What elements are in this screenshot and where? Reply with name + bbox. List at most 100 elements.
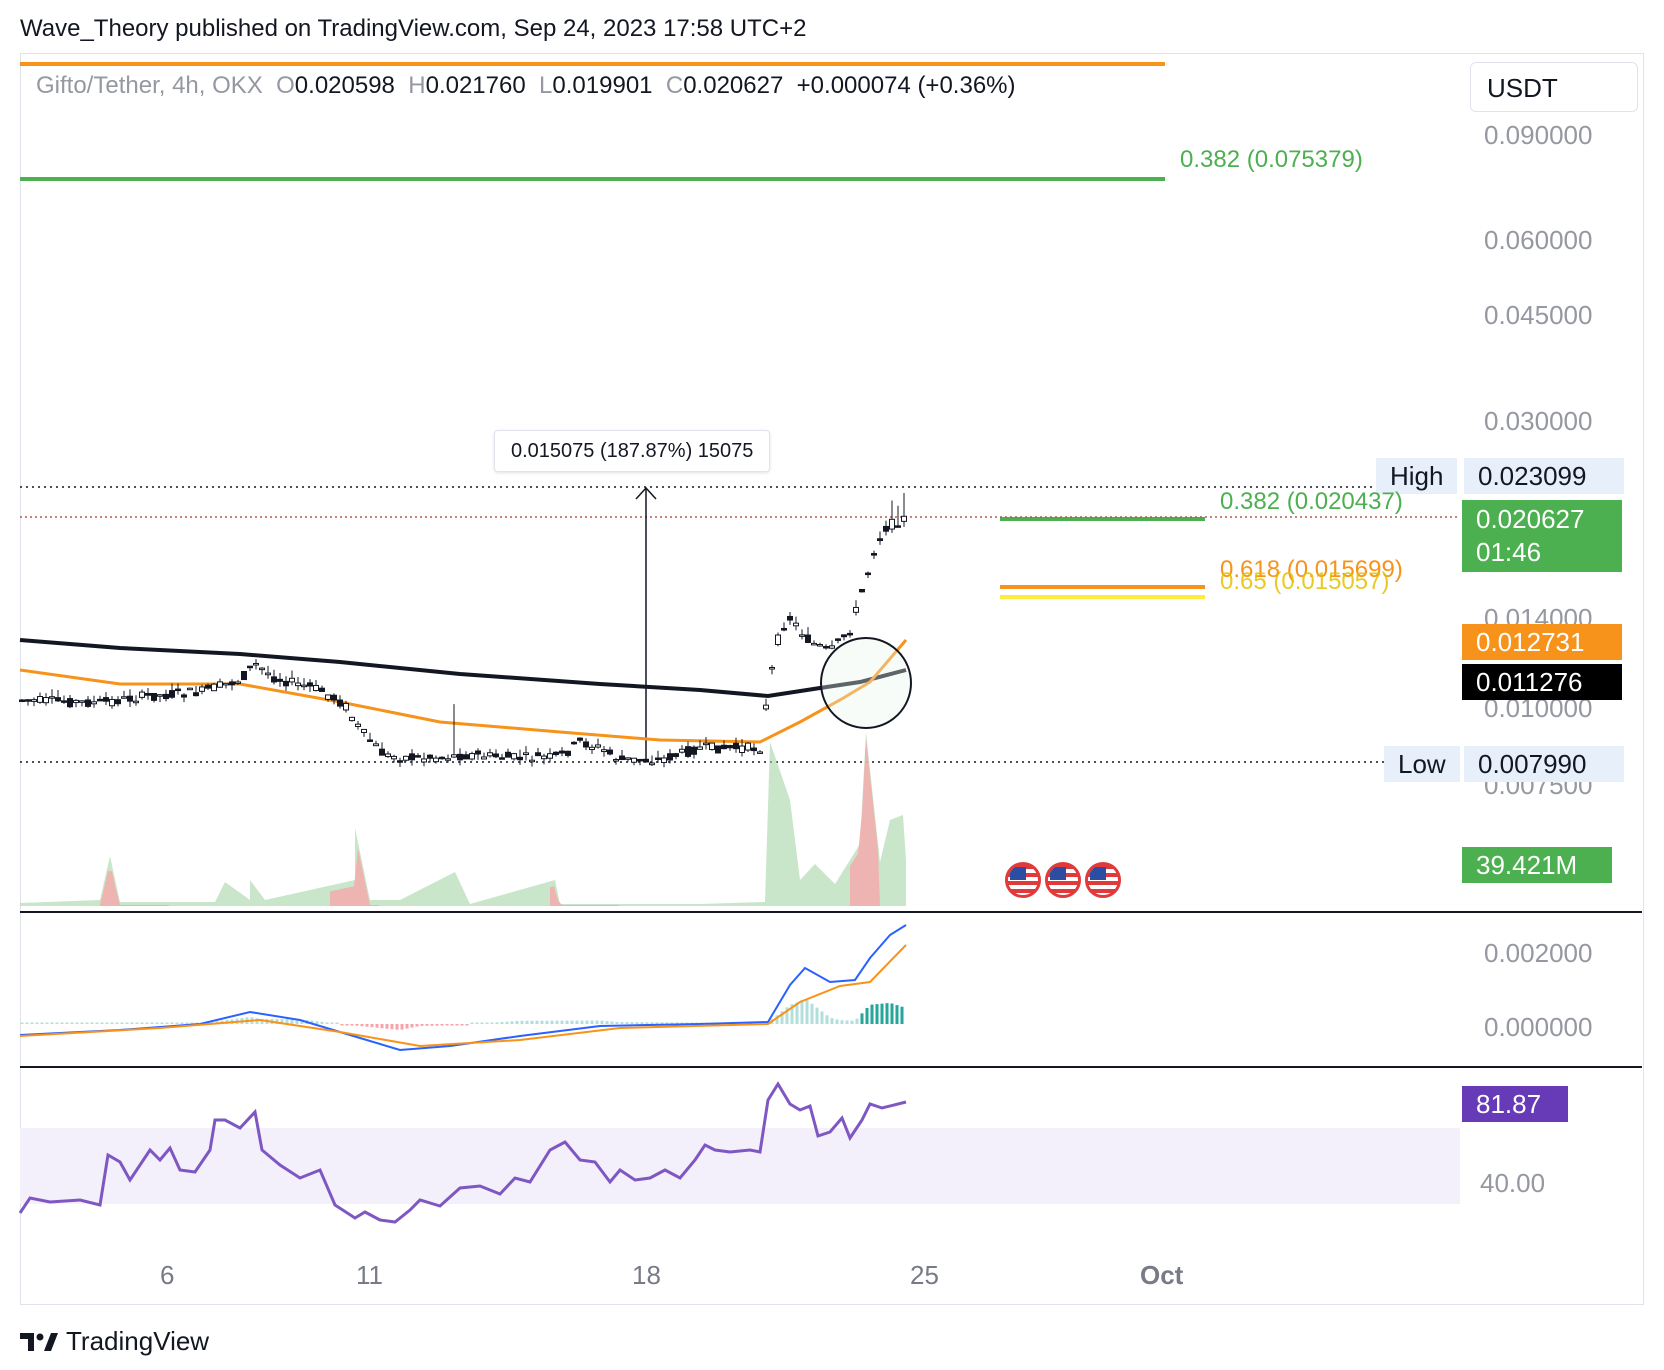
macd-histogram-bar: [180, 1022, 184, 1024]
candle-body: [97, 698, 103, 702]
measure-arrow-head: [635, 486, 657, 500]
macd-histogram-bar: [90, 1022, 94, 1024]
macd-histogram-bar: [780, 1011, 784, 1024]
macd-histogram-bar: [570, 1020, 574, 1024]
currency-selector[interactable]: USDT: [1470, 62, 1638, 112]
rsi-badge: 81.87: [1462, 1086, 1568, 1122]
macd-histogram-bar: [605, 1021, 609, 1024]
macd-histogram-bar: [50, 1022, 54, 1024]
candle-body: [349, 716, 355, 722]
candle-body: [529, 759, 535, 763]
macd-histogram-bar: [865, 1008, 869, 1024]
candle-body: [157, 694, 163, 697]
macd-histogram-bar: [125, 1022, 129, 1024]
candle-body: [355, 723, 361, 728]
candle-body: [475, 750, 481, 755]
candle-body: [835, 638, 841, 641]
candle-body: [121, 696, 127, 699]
candle-body: [217, 681, 223, 688]
us-flag-icon[interactable]: [1005, 862, 1041, 898]
candle-body: [895, 525, 901, 528]
candle-body: [421, 758, 427, 763]
fib-label-top-green: 0.382 (0.075379): [1180, 146, 1363, 173]
macd-histogram-bar: [345, 1024, 349, 1026]
macd-histogram-bar: [585, 1020, 589, 1024]
macd-histogram-bar: [610, 1021, 614, 1024]
macd-histogram-bar: [450, 1024, 454, 1026]
macd-histogram-bar: [655, 1022, 659, 1024]
last-price-badge: 0.020627 01:46: [1462, 500, 1622, 572]
macd-histogram-bar: [830, 1018, 834, 1024]
candle-body: [373, 743, 379, 747]
macd-histogram-bar: [330, 1022, 334, 1024]
candle-body: [31, 699, 37, 702]
macd-histogram-bar: [25, 1022, 29, 1024]
signal-line: [19, 944, 907, 1048]
candle-body: [277, 678, 283, 682]
macd-histogram-bar: [80, 1022, 84, 1024]
candle-body: [859, 588, 865, 593]
price-tick: 0.060000: [1484, 225, 1593, 255]
candle-body: [697, 746, 703, 750]
high-value: 0.021760: [425, 72, 526, 99]
low-value: 0.019901: [552, 72, 653, 99]
candle-body: [643, 758, 649, 763]
candle-body: [841, 634, 847, 638]
candle-body: [85, 699, 91, 707]
high-price-badge: 0.023099: [1464, 458, 1624, 494]
candle-body: [145, 692, 151, 696]
macd-histogram-bar: [285, 1019, 289, 1024]
us-flag-icon[interactable]: [1085, 862, 1121, 898]
candle-body: [811, 642, 817, 646]
candle-body: [361, 728, 367, 733]
macd-histogram-bar: [455, 1024, 459, 1026]
macd-histogram-bar: [325, 1022, 329, 1024]
macd-histogram-bar: [520, 1020, 524, 1024]
countdown-value: 01:46: [1476, 537, 1542, 567]
candle-body: [775, 634, 781, 645]
change-value: +0.000074 (+0.36%): [796, 72, 1016, 99]
candle-body: [337, 699, 343, 707]
rsi-band: [20, 1128, 1460, 1204]
macd-histogram-bar: [475, 1022, 479, 1024]
candle-body: [43, 697, 49, 704]
macd-histogram-bar: [640, 1022, 644, 1024]
macd-histogram-bar: [670, 1022, 674, 1024]
macd-histogram-bar: [190, 1022, 194, 1024]
candle-body: [271, 676, 277, 683]
macd-histogram-bar: [675, 1022, 679, 1024]
candle-body: [673, 753, 679, 758]
macd-tick: 0.000000: [1484, 1012, 1593, 1042]
macd-histogram-bar: [135, 1022, 139, 1024]
candle-body: [589, 746, 595, 751]
candle-body: [829, 645, 835, 649]
volume-area-red: [550, 886, 620, 906]
candle-body: [583, 741, 589, 748]
tradingview-logo[interactable]: TradingView: [20, 1326, 209, 1357]
candle-body: [391, 755, 397, 760]
us-flag-icon[interactable]: [1045, 862, 1081, 898]
candle-body: [505, 751, 511, 758]
candle-body: [415, 755, 421, 758]
candle-body: [853, 606, 859, 613]
macd-histogram-bar: [845, 1020, 849, 1024]
macd-histogram-bar: [375, 1024, 379, 1028]
candle-body: [265, 672, 271, 676]
candle-body: [871, 553, 877, 556]
macd-histogram-bar: [650, 1022, 654, 1024]
candle-body: [601, 749, 607, 753]
macd-histogram-bar: [140, 1022, 144, 1024]
candle-body: [241, 671, 247, 681]
candle-body: [247, 665, 253, 669]
macd-histogram-bar: [115, 1022, 119, 1024]
macd-histogram-bar: [380, 1024, 384, 1029]
candle-body: [799, 634, 805, 637]
open-value: 0.020598: [294, 72, 395, 99]
candle-body: [715, 745, 721, 754]
macd-histogram-bar: [620, 1022, 624, 1024]
candle-body: [613, 759, 619, 762]
candle-body: [745, 742, 751, 751]
candle-body: [91, 701, 97, 705]
candle-body: [127, 695, 133, 702]
